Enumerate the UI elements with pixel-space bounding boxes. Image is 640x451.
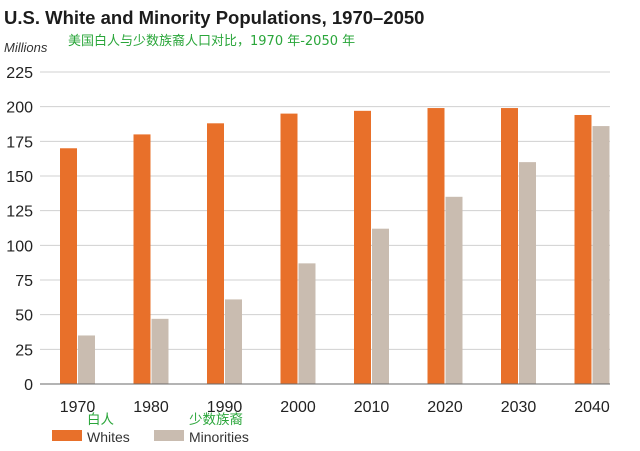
legend-label-minorities: Minorities [189, 429, 249, 445]
y-tick-label-200: 200 [6, 100, 33, 117]
bars [60, 108, 610, 385]
bar-whites-2010 [354, 110, 371, 385]
legend-swatch-whites [52, 430, 82, 441]
bar-whites-1970 [60, 148, 77, 384]
y-tick-label-175: 175 [6, 134, 33, 151]
bar-minorities-1990 [225, 299, 242, 384]
bar-minorities-2020 [445, 196, 463, 384]
bar-minorities-2040 [592, 126, 610, 384]
legend-label-cn-whites: 白人 [87, 412, 114, 428]
x-tick-label-1970: 1970 [60, 399, 96, 416]
bar-minorities-2000 [298, 263, 316, 384]
legend-swatch-minorities [154, 430, 184, 441]
x-tick-label-2030: 2030 [501, 399, 537, 416]
y-tick-label-50: 50 [15, 308, 33, 325]
x-axis-ticks: 197019801990200020102020203020402050 [60, 399, 610, 416]
bar-minorities-2010 [372, 228, 389, 384]
bar-whites-2030 [501, 108, 518, 384]
bar-whites-1980 [133, 134, 151, 384]
bar-minorities-1980 [151, 318, 169, 384]
bar-whites-2000 [280, 113, 298, 384]
y-tick-label-100: 100 [6, 238, 33, 255]
legend-label-whites: Whites [87, 429, 130, 445]
y-tick-label-225: 225 [6, 65, 33, 82]
x-tick-label-2000: 2000 [280, 399, 316, 416]
y-axis-unit-label: Millions [4, 40, 48, 55]
x-tick-label-1980: 1980 [133, 399, 169, 416]
y-tick-label-0: 0 [24, 377, 33, 394]
bar-minorities-2030 [519, 162, 536, 384]
legend-label-cn-minorities: 少数族裔 [189, 411, 243, 428]
y-tick-label-150: 150 [6, 169, 33, 186]
bar-whites-1990 [207, 123, 224, 384]
y-tick-label-125: 125 [6, 204, 33, 221]
y-tick-label-25: 25 [15, 342, 33, 359]
chart-title: U.S. White and Minority Populations, 197… [4, 7, 424, 28]
y-axis-ticks: 0 25 50 75 100 125 150 175 200 225 [6, 65, 33, 394]
y-tick-label-75: 75 [15, 273, 33, 290]
x-tick-label-2040: 2040 [574, 399, 610, 416]
x-tick-label-1990: 1990 [207, 399, 243, 416]
bar-minorities-1970 [78, 335, 95, 384]
x-tick-label-2010: 2010 [354, 399, 390, 416]
chart-subtitle: 美国白人与少数族裔人口对比，1970 年-2050 年 [68, 33, 355, 49]
bar-whites-2020 [427, 108, 445, 384]
bar-whites-2040 [574, 114, 592, 384]
x-tick-label-2020: 2020 [427, 399, 463, 416]
